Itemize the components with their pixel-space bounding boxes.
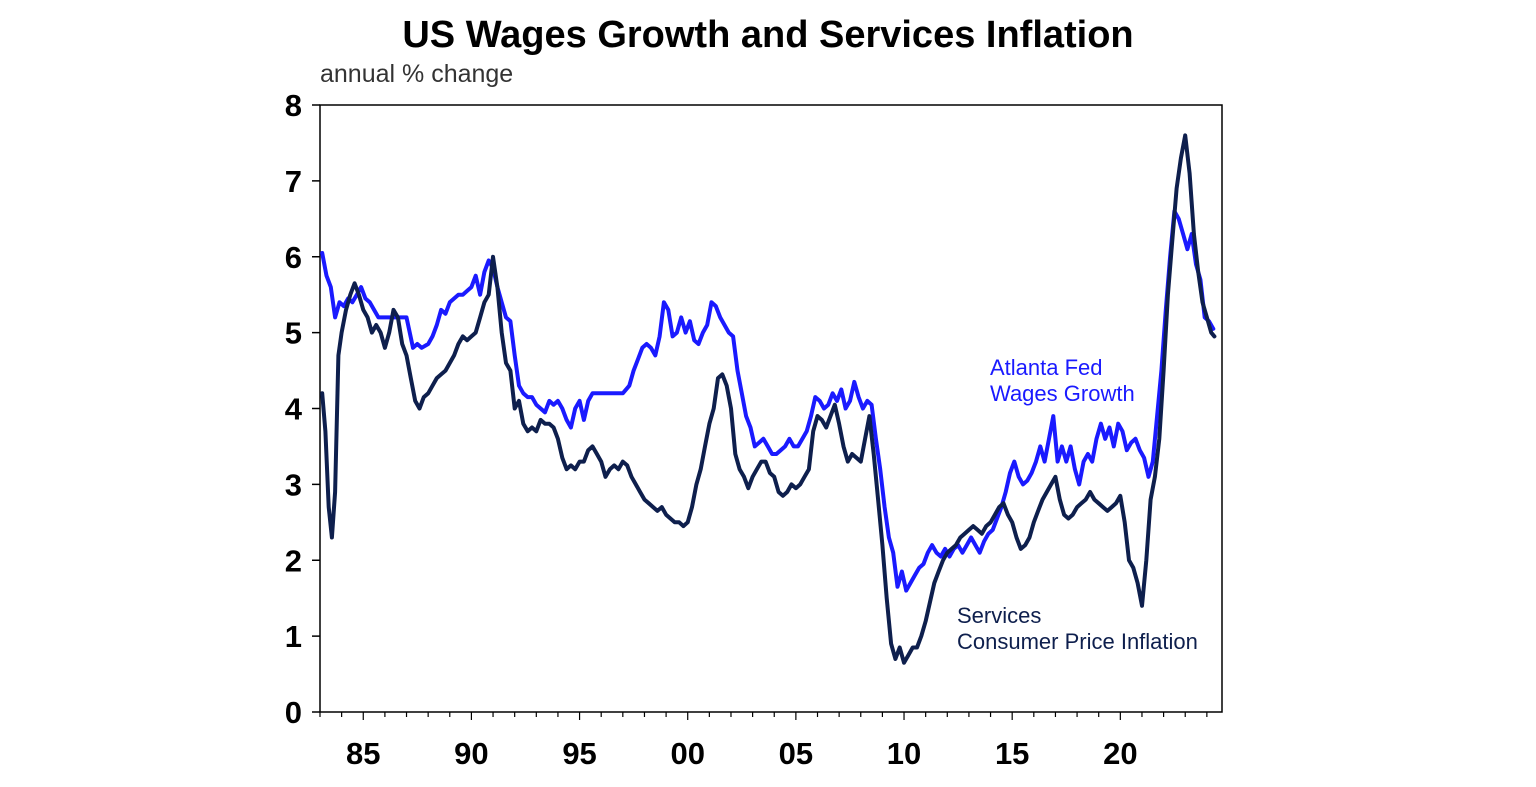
x-axis: 85 90 95 00 05 10 15 20 (319, 712, 1208, 771)
series-line-wages-growth (320, 209, 1216, 593)
x-tick-label: 20 (1103, 736, 1137, 771)
y-tick-label: 1 (285, 619, 302, 654)
y-tick-label: 6 (285, 240, 302, 275)
x-tick-label: 05 (779, 736, 813, 771)
y-tick-label: 8 (285, 88, 302, 123)
x-tick-label: 90 (454, 736, 488, 771)
series-label-wages-line2: Wages Growth (990, 381, 1135, 406)
y-tick-label: 2 (285, 543, 302, 578)
y-tick-label: 0 (285, 695, 302, 730)
y-tick-label: 5 (285, 316, 302, 351)
x-tick-label: 85 (346, 736, 380, 771)
y-axis: 0 1 2 3 4 5 6 7 8 (285, 88, 320, 730)
y-tick-label: 3 (285, 467, 302, 502)
plot-area-frame (319, 104, 1223, 713)
y-tick-label: 7 (285, 164, 302, 199)
series-label-services-line1: Services (957, 603, 1041, 628)
chart-title: US Wages Growth and Services Inflation (402, 14, 1134, 56)
x-tick-label: 10 (887, 736, 921, 771)
x-tick-label: 15 (995, 736, 1029, 771)
series-label-wages: Atlanta Fed Wages Growth (990, 355, 1135, 406)
x-tick-label: 95 (562, 736, 596, 771)
series-label-wages-line1: Atlanta Fed (990, 355, 1103, 380)
series-lines (320, 133, 1217, 665)
x-tick-label: 00 (670, 736, 704, 771)
series-line-services-inflation (320, 133, 1217, 665)
y-tick-label: 4 (285, 392, 303, 427)
series-label-services: Services Consumer Price Inflation (957, 603, 1198, 654)
series-label-services-line2: Consumer Price Inflation (957, 629, 1198, 654)
y-axis-label: annual % change (320, 60, 514, 88)
